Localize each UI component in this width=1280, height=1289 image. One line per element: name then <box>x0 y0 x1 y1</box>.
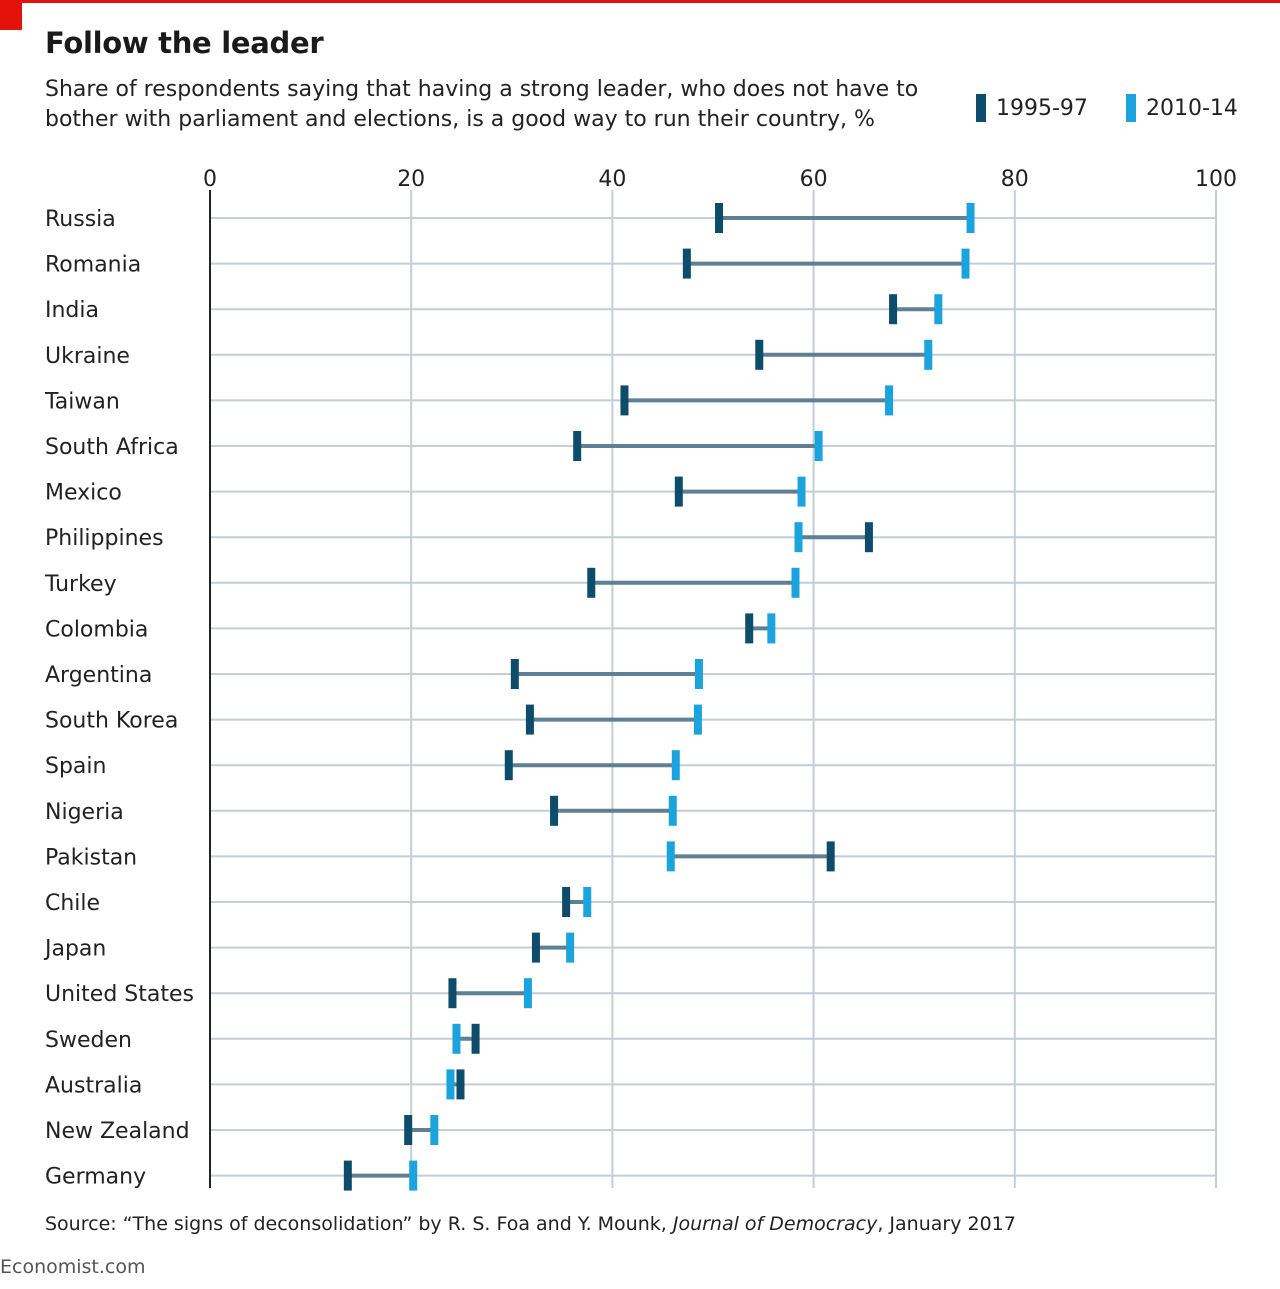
marker-2010-14 <box>666 841 675 872</box>
category-label: Philippines <box>45 526 164 551</box>
marker-2010-14 <box>671 750 680 781</box>
marker-1995-97 <box>889 294 898 325</box>
marker-2010-14 <box>409 1160 418 1191</box>
x-tick-label: 100 <box>1195 167 1237 192</box>
x-tick-label: 40 <box>598 167 626 192</box>
marker-2010-14 <box>814 431 823 461</box>
marker-2010-14 <box>924 339 933 370</box>
brand-credit: Economist.com <box>0 1256 146 1278</box>
category-label: Spain <box>45 754 106 779</box>
marker-1995-97 <box>682 248 691 279</box>
category-label: Chile <box>45 891 100 916</box>
marker-2010-14 <box>966 203 975 233</box>
category-label: New Zealand <box>45 1119 190 1144</box>
x-tick-label: 80 <box>1001 167 1029 192</box>
category-label: United States <box>45 982 194 1007</box>
marker-2010-14 <box>961 248 970 279</box>
marker-2010-14 <box>934 294 943 325</box>
source-prefix: Source: “The signs of deconsolidation” b… <box>45 1213 667 1235</box>
marker-2010-14 <box>797 476 806 507</box>
marker-2010-14 <box>794 522 803 553</box>
category-label: Turkey <box>44 572 117 597</box>
marker-1995-97 <box>448 978 457 1009</box>
marker-1995-97 <box>573 431 582 461</box>
marker-2010-14 <box>693 704 702 735</box>
marker-1995-97 <box>620 385 629 416</box>
category-label: Pakistan <box>45 845 137 870</box>
category-label: Taiwan <box>44 389 120 414</box>
marker-1995-97 <box>587 567 596 598</box>
marker-1995-97 <box>755 339 764 370</box>
category-label: South Korea <box>45 709 178 734</box>
legend-item-2010-14: 2010-14 <box>1126 91 1238 125</box>
category-label: Ukraine <box>45 344 130 369</box>
legend: 1995-97 2010-14 <box>970 91 1260 125</box>
legend-label-2010-14: 2010-14 <box>1146 95 1238 121</box>
category-label: Russia <box>45 207 116 232</box>
marker-2010-14 <box>885 385 894 416</box>
category-label: Germany <box>45 1165 146 1190</box>
x-tick-label: 20 <box>397 167 425 192</box>
marker-2010-14 <box>694 659 703 689</box>
marker-1995-97 <box>826 841 835 872</box>
legend-swatch-2010-14 <box>1126 94 1136 122</box>
source-suffix: , January 2017 <box>877 1213 1016 1235</box>
legend-item-1995-97: 1995-97 <box>976 91 1088 125</box>
chart-title: Follow the leader <box>45 26 324 60</box>
category-label: Sweden <box>45 1028 132 1053</box>
top-red-rule <box>0 0 1280 3</box>
marker-1995-97 <box>456 1069 465 1100</box>
category-label: Japan <box>43 937 106 962</box>
marker-1995-97 <box>504 750 513 781</box>
marker-2010-14 <box>566 932 575 963</box>
marker-1995-97 <box>343 1160 352 1191</box>
category-label: Mexico <box>45 481 122 506</box>
marker-2010-14 <box>583 887 592 917</box>
marker-1995-97 <box>864 522 873 553</box>
marker-2010-14 <box>791 567 800 598</box>
source-journal: Journal of Democracy <box>672 1213 878 1235</box>
marker-1995-97 <box>715 203 724 233</box>
marker-2010-14 <box>523 978 532 1009</box>
marker-2010-14 <box>446 1069 455 1100</box>
marker-1995-97 <box>510 659 519 689</box>
dumbbell-chart: 0 20 40 60 80 100 Russia Romania India Ukraine Tai… <box>43 167 1237 1191</box>
marker-1995-97 <box>471 1023 480 1054</box>
category-label: Colombia <box>45 617 148 642</box>
x-tick-label: 0 <box>203 167 217 192</box>
legend-label-1995-97: 1995-97 <box>996 95 1088 121</box>
marker-1995-97 <box>745 613 754 644</box>
marker-2010-14 <box>430 1115 439 1145</box>
category-label: Romania <box>45 253 141 278</box>
x-tick-label: 60 <box>800 167 828 192</box>
marker-2010-14 <box>767 613 776 644</box>
source-note: Source: “The signs of deconsolidation” b… <box>45 1213 1016 1235</box>
category-label: Australia <box>45 1073 142 1098</box>
category-label: Argentina <box>45 663 152 688</box>
marker-2010-14 <box>668 795 677 826</box>
marker-1995-97 <box>525 704 534 735</box>
marker-1995-97 <box>404 1115 413 1145</box>
category-label: South Africa <box>45 435 179 460</box>
marker-1995-97 <box>531 932 540 963</box>
marker-1995-97 <box>562 887 571 917</box>
marker-1995-97 <box>674 476 683 507</box>
legend-swatch-1995-97 <box>976 94 986 122</box>
chart-subtitle: Share of respondents saying that having … <box>45 77 919 132</box>
category-label: India <box>45 298 99 323</box>
red-tab-logo-mark <box>0 0 22 30</box>
marker-1995-97 <box>550 795 559 826</box>
marker-2010-14 <box>452 1023 461 1054</box>
category-label: Nigeria <box>45 800 124 825</box>
